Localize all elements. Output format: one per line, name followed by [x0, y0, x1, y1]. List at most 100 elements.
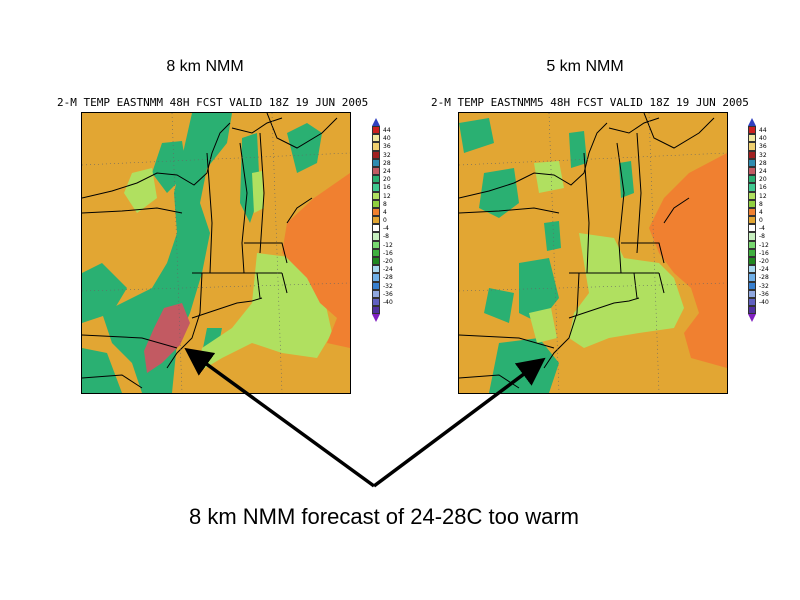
colorbar-swatch	[372, 199, 380, 208]
colorbar-label: 44	[759, 127, 767, 134]
colorbar-swatch	[748, 216, 756, 225]
colorbar-swatch	[748, 126, 756, 135]
colorbar-label: 32	[383, 151, 391, 159]
colorbar-segment: 32	[372, 150, 420, 159]
colorbar-label: 24	[383, 167, 391, 175]
colorbar-label: -40	[383, 298, 393, 306]
colorbar-swatch	[372, 306, 380, 315]
colorbar-segment: -32	[748, 281, 796, 290]
colorbar-swatch	[748, 183, 756, 192]
colorbar-swatch	[748, 232, 756, 241]
colorbar-label: -20	[759, 258, 769, 265]
colorbar-segment: 40	[372, 134, 420, 143]
colorbar-label: -28	[759, 274, 769, 282]
colorbar-label: -12	[759, 241, 769, 249]
colorbar-label: -4	[383, 225, 389, 233]
colorbar-segment: 16	[372, 183, 420, 192]
colorbar-label: 44	[383, 127, 391, 134]
colorbar-segment: -20	[372, 257, 420, 266]
colorbar-segment: 16	[748, 183, 796, 192]
colorbar-swatch	[372, 297, 380, 307]
colorbar-swatch	[372, 273, 380, 282]
colorbar-label: -8	[759, 233, 765, 241]
right-panel-title: 5 km NMM	[546, 58, 624, 75]
colorbar-segment: 40	[748, 134, 796, 143]
colorbar-segment: -4	[748, 224, 796, 233]
colorbar-swatch	[748, 257, 756, 266]
colorbar-swatch	[372, 248, 380, 257]
colorbar-segment: -24	[372, 265, 420, 274]
colorbar-swatch	[748, 166, 756, 176]
colorbar-swatch	[748, 224, 756, 233]
colorbar-swatch	[748, 191, 756, 200]
right-colorbar-bottom-arrow	[748, 314, 756, 323]
colorbar-swatch	[748, 306, 756, 315]
colorbar-segment: -40	[748, 297, 796, 307]
colorbar-swatch	[748, 289, 756, 298]
colorbar-segment: -36	[372, 289, 420, 298]
colorbar-label: -24	[759, 266, 769, 274]
colorbar-swatch	[372, 207, 380, 217]
right-colorbar-rows: 44 40 36 32 28 24 20 16 12 8 4 0 -4 -8 -12 -16 -20 -24 -28…	[748, 126, 796, 315]
left-colorbar-rows: 44 40 36 32 28 24 20 16 12 8 4 0 -4 -8 -12 -16 -20 -24 -28…	[372, 126, 420, 315]
colorbar-segment: 0	[372, 216, 420, 225]
colorbar-swatch	[372, 158, 380, 167]
colorbar-label: 28	[759, 159, 767, 167]
colorbar-swatch	[748, 207, 756, 217]
colorbar-label: 20	[383, 176, 391, 184]
colorbar-segment: -32	[372, 281, 420, 290]
colorbar-segment: -8	[748, 232, 796, 241]
colorbar-label: 8	[759, 200, 763, 208]
colorbar-segment: 28	[372, 158, 420, 167]
colorbar-swatch	[748, 281, 756, 290]
colorbar-segment: 0	[748, 216, 796, 225]
colorbar-swatch	[372, 289, 380, 298]
colorbar-segment: 20	[748, 175, 796, 184]
colorbar-segment: 24	[372, 166, 420, 176]
colorbar-swatch	[372, 134, 380, 143]
left-colorbar: 44 40 36 32 28 24 20 16 12 8 4 0 -4 -8 -12 -16 -20 -24 -28…	[372, 118, 420, 323]
colorbar-label: 32	[759, 151, 767, 159]
colorbar-segment: -28	[748, 273, 796, 282]
colorbar-label: 16	[383, 184, 391, 192]
colorbar-label: -16	[759, 249, 769, 257]
colorbar-label: 8	[383, 200, 387, 208]
colorbar-swatch	[372, 224, 380, 233]
right-panel-subtitle: 2-M TEMP EASTNMM5 48H FCST VALID 18Z 19 …	[431, 96, 749, 109]
colorbar-swatch	[748, 142, 756, 151]
colorbar-label: -32	[759, 282, 769, 290]
colorbar-segment: 12	[372, 191, 420, 200]
colorbar-swatch	[372, 166, 380, 176]
colorbar-swatch	[372, 240, 380, 249]
colorbar-segment	[372, 306, 420, 315]
colorbar-swatch	[372, 232, 380, 241]
colorbar-label: 28	[383, 159, 391, 167]
arrow-to-right-map	[372, 357, 546, 488]
arrow-to-left-map	[184, 347, 376, 488]
colorbar-label: -28	[383, 274, 393, 282]
colorbar-segment: -36	[748, 289, 796, 298]
colorbar-label: 20	[759, 176, 767, 184]
colorbar-label: 4	[759, 208, 763, 216]
colorbar-segment: 36	[372, 142, 420, 151]
colorbar-segment: -8	[372, 232, 420, 241]
colorbar-swatch	[748, 199, 756, 208]
colorbar-swatch	[748, 265, 756, 274]
colorbar-swatch	[372, 265, 380, 274]
annotation-caption: 8 km NMM forecast of 24-28C too warm	[188, 504, 579, 529]
colorbar-segment: -12	[748, 240, 796, 249]
colorbar-segment: 32	[748, 150, 796, 159]
colorbar-label: -32	[383, 282, 393, 290]
colorbar-segment: 28	[748, 158, 796, 167]
colorbar-segment: 4	[372, 207, 420, 217]
colorbar-label: 36	[383, 143, 391, 151]
colorbar-segment: 8	[748, 199, 796, 208]
colorbar-label: 4	[383, 208, 387, 216]
colorbar-swatch	[748, 134, 756, 143]
colorbar-segment: 8	[372, 199, 420, 208]
colorbar-label: -36	[759, 290, 769, 298]
colorbar-label: 0	[383, 217, 387, 225]
colorbar-segment: -4	[372, 224, 420, 233]
right-temperature-map	[458, 112, 728, 394]
